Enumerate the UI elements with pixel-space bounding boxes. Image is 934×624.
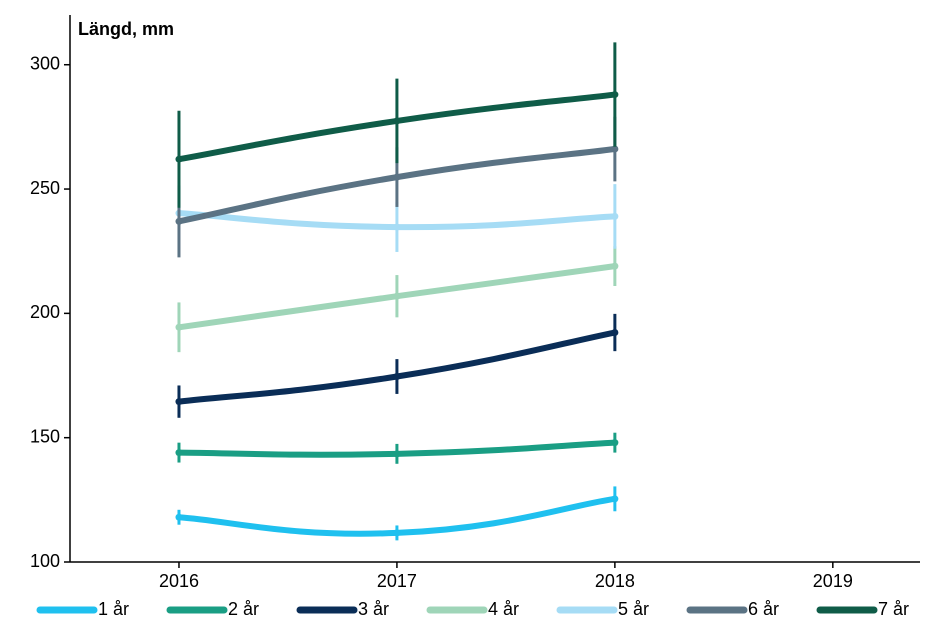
point bbox=[393, 117, 401, 125]
point bbox=[611, 495, 619, 503]
point bbox=[393, 373, 401, 381]
point bbox=[175, 155, 183, 163]
point bbox=[393, 529, 401, 537]
x-tick-label: 2019 bbox=[813, 571, 853, 591]
point bbox=[175, 449, 183, 457]
y-tick-label: 300 bbox=[30, 53, 60, 73]
chart-title: Längd, mm bbox=[78, 19, 174, 39]
point bbox=[611, 329, 619, 337]
y-tick-label: 200 bbox=[30, 302, 60, 322]
legend-label: 1 år bbox=[98, 599, 129, 619]
point bbox=[611, 262, 619, 270]
point bbox=[175, 398, 183, 406]
legend-label: 4 år bbox=[488, 599, 519, 619]
legend-label: 3 år bbox=[358, 599, 389, 619]
x-tick-label: 2016 bbox=[159, 571, 199, 591]
point bbox=[175, 217, 183, 225]
point bbox=[175, 513, 183, 521]
legend-label: 5 år bbox=[618, 599, 649, 619]
legend-label: 2 år bbox=[228, 599, 259, 619]
point bbox=[611, 439, 619, 447]
point bbox=[393, 292, 401, 300]
point bbox=[393, 450, 401, 458]
point bbox=[611, 91, 619, 99]
y-tick-label: 150 bbox=[30, 426, 60, 446]
point bbox=[393, 173, 401, 181]
x-tick-label: 2017 bbox=[377, 571, 417, 591]
y-tick-label: 250 bbox=[30, 178, 60, 198]
point bbox=[393, 223, 401, 231]
legend-label: 7 år bbox=[878, 599, 909, 619]
legend-label: 6 år bbox=[748, 599, 779, 619]
point bbox=[175, 323, 183, 331]
y-tick-label: 100 bbox=[30, 551, 60, 571]
point bbox=[611, 145, 619, 153]
x-tick-label: 2018 bbox=[595, 571, 635, 591]
point bbox=[611, 212, 619, 220]
